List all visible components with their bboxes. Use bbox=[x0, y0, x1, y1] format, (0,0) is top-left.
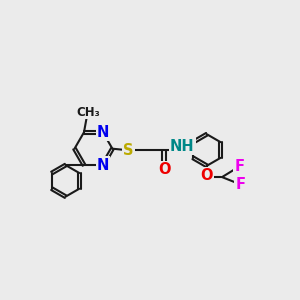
Text: O: O bbox=[158, 162, 170, 177]
Text: F: F bbox=[235, 177, 245, 192]
Text: O: O bbox=[201, 168, 213, 183]
Text: N: N bbox=[97, 158, 109, 172]
Text: F: F bbox=[234, 159, 244, 174]
Text: CH₃: CH₃ bbox=[76, 106, 100, 118]
Text: N: N bbox=[97, 125, 109, 140]
Text: S: S bbox=[123, 142, 134, 158]
Text: NH: NH bbox=[170, 139, 194, 154]
